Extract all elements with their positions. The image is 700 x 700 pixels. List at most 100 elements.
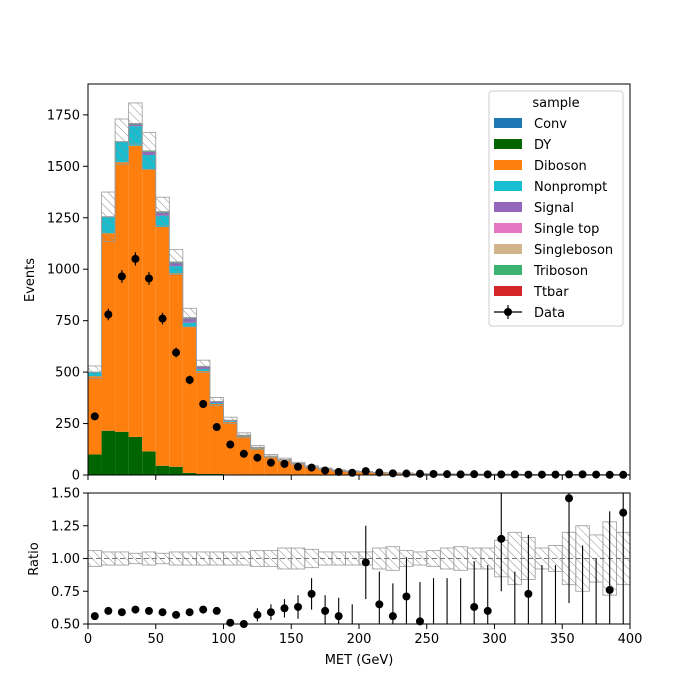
ratio-point <box>321 606 330 615</box>
ratio-y-tick-label: 1.25 <box>51 519 80 534</box>
main-y-label: Events <box>23 258 38 302</box>
x-tick-label: 300 <box>482 632 507 647</box>
data-point <box>131 254 140 263</box>
legend-data-marker <box>504 308 512 316</box>
legend-label: Conv <box>534 117 567 132</box>
unc-bin <box>101 191 116 242</box>
ratio-point <box>104 606 113 615</box>
legend-swatch <box>494 202 522 212</box>
ratio-y-axis: 0.50 0.75 1.00 1.25 1.50 <box>51 487 88 633</box>
bar <box>101 430 116 475</box>
y-tick-label: 500 <box>55 366 80 381</box>
data-point <box>226 440 235 449</box>
data-point <box>334 467 343 476</box>
legend-box <box>488 90 624 327</box>
legend-label: Diboson <box>534 159 587 174</box>
legend-label: Data <box>534 306 565 321</box>
unc-bin <box>250 444 265 450</box>
ratio-point <box>497 534 506 543</box>
series-diboson <box>88 145 630 475</box>
x-tick-label: 100 <box>211 632 236 647</box>
bar <box>155 465 170 475</box>
ratio-point <box>117 608 126 617</box>
ratio-y-tick-label: 1.50 <box>51 487 80 502</box>
legend-entry: Diboson <box>494 159 587 174</box>
y-tick-label: 0 <box>72 469 80 484</box>
data-point <box>443 470 452 479</box>
ratio-y-tick-label: 1.00 <box>51 552 80 567</box>
legend-swatch <box>494 118 522 128</box>
legend-swatch <box>494 139 522 149</box>
unc-bin <box>263 454 279 459</box>
legend-swatch <box>494 160 522 170</box>
y-tick-label: 1000 <box>47 263 80 278</box>
x-tick-label: 50 <box>147 632 164 647</box>
legend-label: Signal <box>534 201 574 216</box>
unc-bin <box>114 118 130 165</box>
x-tick-label: 350 <box>550 632 575 647</box>
unc-bin <box>155 196 170 227</box>
x-tick-label: 150 <box>279 632 304 647</box>
bar <box>115 431 129 475</box>
legend-label: Ttbar <box>533 285 569 300</box>
data-point <box>158 314 167 323</box>
x-tick-label: 200 <box>347 632 372 647</box>
bar <box>128 145 143 437</box>
ratio-point <box>131 605 140 614</box>
data-point <box>361 467 370 476</box>
bar <box>155 227 170 466</box>
legend-entry: Singleboson <box>494 243 613 258</box>
ratio-point <box>226 618 235 627</box>
ratio-y-label: Ratio <box>27 542 42 575</box>
ratio-point <box>185 608 194 617</box>
bar <box>182 472 197 475</box>
ratio-point <box>375 600 384 609</box>
data-point <box>104 310 113 319</box>
data-point <box>90 412 99 421</box>
series-dy <box>88 430 278 475</box>
data-point <box>470 470 479 479</box>
ratio-point <box>388 612 397 621</box>
data-point <box>402 469 411 478</box>
ratio-y-tick-label: 0.75 <box>51 585 80 600</box>
ratio-point <box>280 604 289 613</box>
legend-entry: Conv <box>494 117 567 132</box>
ratio-point <box>361 558 370 567</box>
stacked-bars <box>87 123 631 476</box>
bar <box>142 169 156 452</box>
unc-bin <box>209 397 224 407</box>
data-point <box>456 470 465 479</box>
bar <box>115 162 129 432</box>
x-tick-label: 250 <box>414 632 439 647</box>
y-tick-label: 1250 <box>47 211 80 226</box>
ratio-point <box>483 606 492 615</box>
data-point <box>199 400 208 409</box>
bar <box>101 233 116 431</box>
legend-label: Nonprompt <box>534 180 607 195</box>
legend-label: Singleboson <box>534 243 613 258</box>
data-point <box>294 462 303 471</box>
data-points <box>90 252 628 479</box>
legend-swatch <box>494 265 522 275</box>
ratio-point <box>199 605 208 614</box>
x-tick-label: 400 <box>618 632 643 647</box>
data-point <box>388 469 397 478</box>
legend: sample Conv DY Diboson Nonprompt Signal Singl… <box>488 90 624 327</box>
y-tick-label: 750 <box>55 314 80 329</box>
ratio-y-tick-label: 0.50 <box>51 618 80 633</box>
data-point <box>565 470 574 479</box>
data-point <box>117 272 126 281</box>
ratio-point <box>334 612 343 621</box>
ratio-points <box>90 493 628 628</box>
legend-swatch <box>494 244 522 254</box>
ratio-point <box>172 610 181 619</box>
ratio-point <box>266 608 275 617</box>
unc-bin <box>182 307 197 328</box>
main-panel: 0 250 500 750 1000 1250 1500 1750 Events <box>23 83 631 484</box>
unc-bin <box>195 359 211 373</box>
data-point <box>497 470 506 479</box>
bar <box>196 371 210 474</box>
bar <box>196 473 210 475</box>
legend-label: Single top <box>534 222 599 237</box>
